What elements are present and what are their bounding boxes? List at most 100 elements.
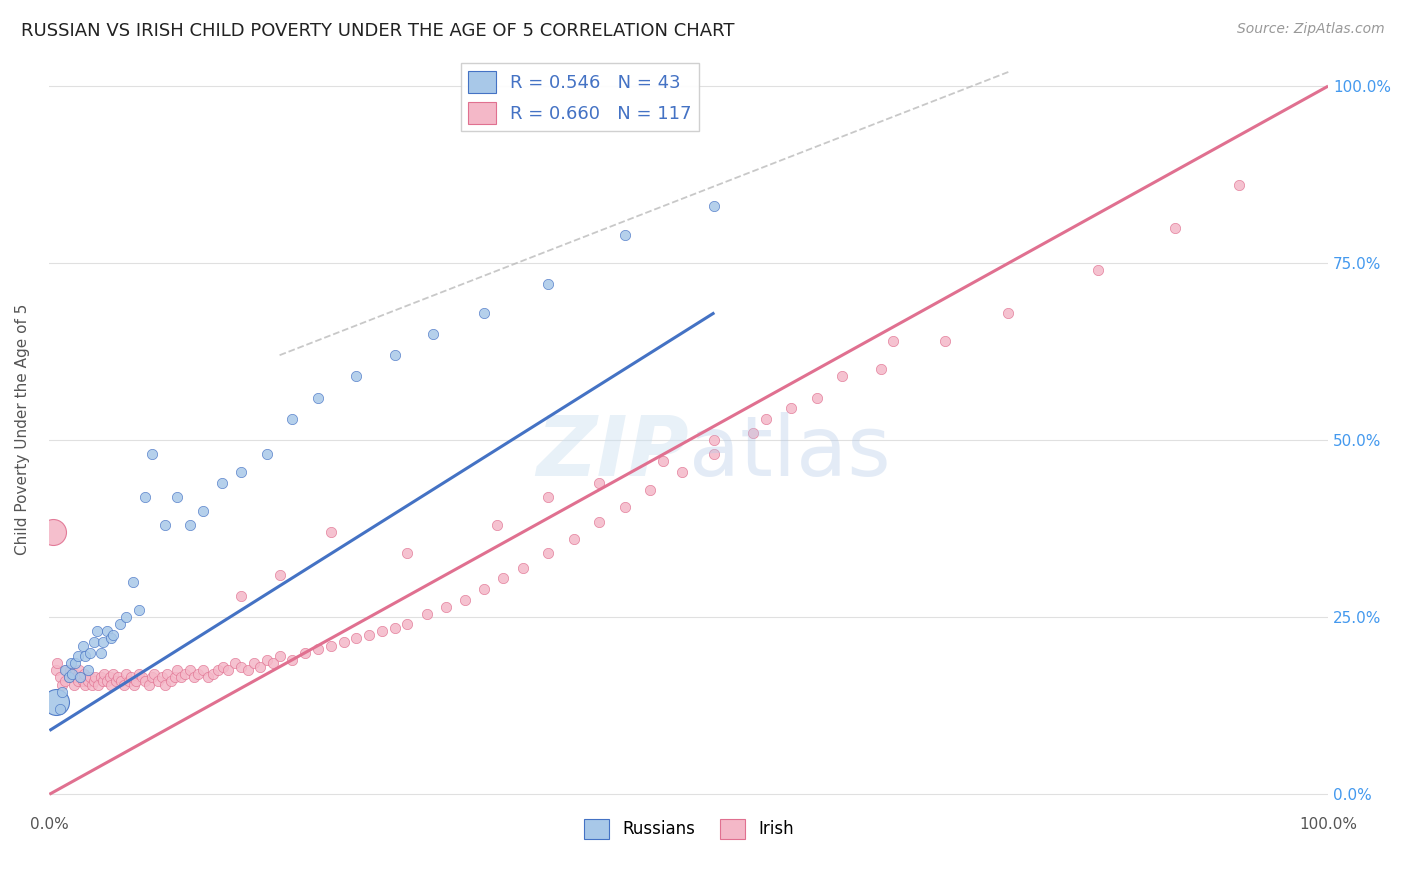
Point xyxy=(212,660,235,674)
Point xyxy=(80,677,103,691)
Point xyxy=(640,483,662,497)
Point xyxy=(143,666,166,681)
Point xyxy=(115,610,138,624)
Point xyxy=(69,670,91,684)
Point xyxy=(319,525,342,540)
Point xyxy=(91,635,114,649)
Point xyxy=(869,362,891,376)
Point xyxy=(156,666,179,681)
Point xyxy=(224,657,246,671)
Point xyxy=(128,666,150,681)
Point xyxy=(537,490,560,504)
Point xyxy=(281,412,304,426)
Point xyxy=(562,533,585,547)
Point xyxy=(256,653,278,667)
Point xyxy=(422,326,444,341)
Point xyxy=(141,447,163,461)
Point xyxy=(294,646,316,660)
Point xyxy=(537,547,560,561)
Point xyxy=(103,628,125,642)
Point xyxy=(58,670,80,684)
Point xyxy=(754,412,776,426)
Point xyxy=(76,664,98,678)
Point xyxy=(51,677,73,691)
Point xyxy=(537,277,560,292)
Y-axis label: Child Poverty Under the Age of 5: Child Poverty Under the Age of 5 xyxy=(15,304,30,555)
Point xyxy=(174,666,197,681)
Point xyxy=(652,454,675,468)
Point xyxy=(249,660,271,674)
Point xyxy=(67,664,90,678)
Point xyxy=(307,391,329,405)
Point xyxy=(96,624,118,639)
Point xyxy=(454,592,477,607)
Point xyxy=(163,670,186,684)
Point xyxy=(63,657,86,671)
Point xyxy=(48,702,70,716)
Point xyxy=(207,664,229,678)
Point xyxy=(134,673,156,688)
Point xyxy=(179,664,201,678)
Point xyxy=(262,657,284,671)
Point xyxy=(100,677,122,691)
Point xyxy=(166,490,188,504)
Point xyxy=(110,673,132,688)
Text: atlas: atlas xyxy=(689,412,890,492)
Point xyxy=(307,642,329,657)
Point xyxy=(243,657,266,671)
Point xyxy=(384,348,406,362)
Point xyxy=(166,664,188,678)
Point xyxy=(65,670,87,684)
Point xyxy=(73,666,96,681)
Point xyxy=(934,334,956,348)
Point xyxy=(115,666,138,681)
Point xyxy=(191,664,214,678)
Point xyxy=(83,635,105,649)
Point xyxy=(60,657,83,671)
Point xyxy=(671,465,693,479)
Point xyxy=(72,639,94,653)
Point xyxy=(75,649,97,664)
Point xyxy=(269,567,291,582)
Point xyxy=(703,447,725,461)
Point xyxy=(131,670,153,684)
Point xyxy=(121,574,143,589)
Point xyxy=(160,673,183,688)
Point xyxy=(183,670,205,684)
Point xyxy=(87,677,110,691)
Point xyxy=(415,607,437,621)
Point xyxy=(53,673,76,688)
Point xyxy=(202,666,225,681)
Point xyxy=(62,666,84,681)
Point xyxy=(51,684,73,698)
Point xyxy=(1163,220,1185,235)
Point xyxy=(66,673,89,688)
Point xyxy=(76,673,98,688)
Point xyxy=(55,664,77,678)
Point xyxy=(138,677,160,691)
Point xyxy=(150,670,173,684)
Point xyxy=(344,632,367,646)
Point xyxy=(231,660,253,674)
Point xyxy=(472,582,495,596)
Point xyxy=(58,670,80,684)
Point xyxy=(231,465,253,479)
Point xyxy=(703,433,725,447)
Point xyxy=(45,664,67,678)
Point xyxy=(512,560,534,574)
Point xyxy=(269,649,291,664)
Point xyxy=(48,670,70,684)
Point xyxy=(217,664,239,678)
Point xyxy=(153,677,176,691)
Point xyxy=(187,666,209,681)
Point xyxy=(332,635,354,649)
Point xyxy=(396,617,419,632)
Point xyxy=(780,401,803,416)
Point xyxy=(1087,263,1109,277)
Point xyxy=(90,646,112,660)
Point xyxy=(42,525,65,540)
Point xyxy=(434,599,457,614)
Point xyxy=(86,624,108,639)
Text: ZIP: ZIP xyxy=(536,412,689,492)
Point xyxy=(100,632,122,646)
